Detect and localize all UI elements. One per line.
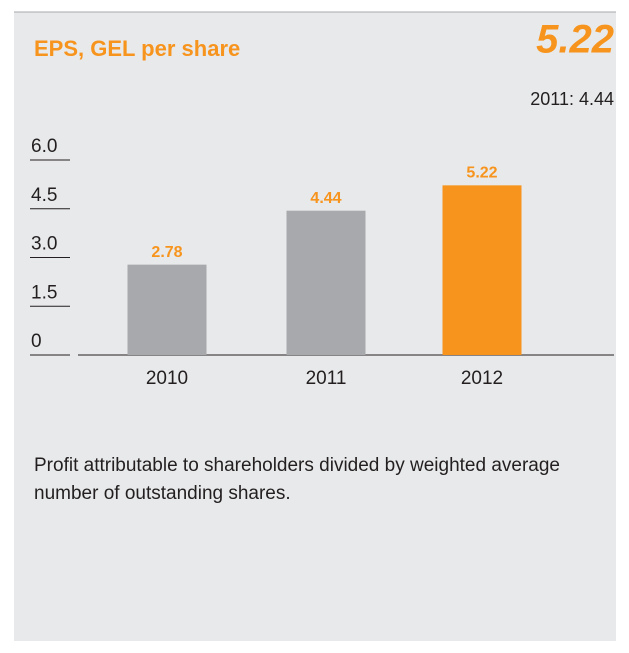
y-tick-label: 0 xyxy=(31,331,42,352)
y-tick-label: 6.0 xyxy=(31,136,57,157)
x-tick-label: 2011 xyxy=(306,368,347,389)
y-tick-label: 3.0 xyxy=(31,234,57,255)
y-tick-label: 1.5 xyxy=(31,282,57,303)
bar xyxy=(127,264,207,355)
chart-title: EPS, GEL per share xyxy=(34,36,240,61)
x-tick-label: 2012 xyxy=(461,368,503,389)
data-label: 4.44 xyxy=(310,190,341,207)
data-label: 5.22 xyxy=(466,165,497,182)
bar xyxy=(442,185,522,355)
y-tick-label: 4.5 xyxy=(31,185,57,206)
footnote: Profit attributable to shareholders divi… xyxy=(34,455,560,504)
bar xyxy=(286,210,366,355)
comparison: 2011: 4.44 xyxy=(530,89,614,109)
data-label: 2.78 xyxy=(151,244,182,261)
headline-value: 5.22 xyxy=(536,18,614,62)
x-tick-label: 2010 xyxy=(146,368,188,389)
